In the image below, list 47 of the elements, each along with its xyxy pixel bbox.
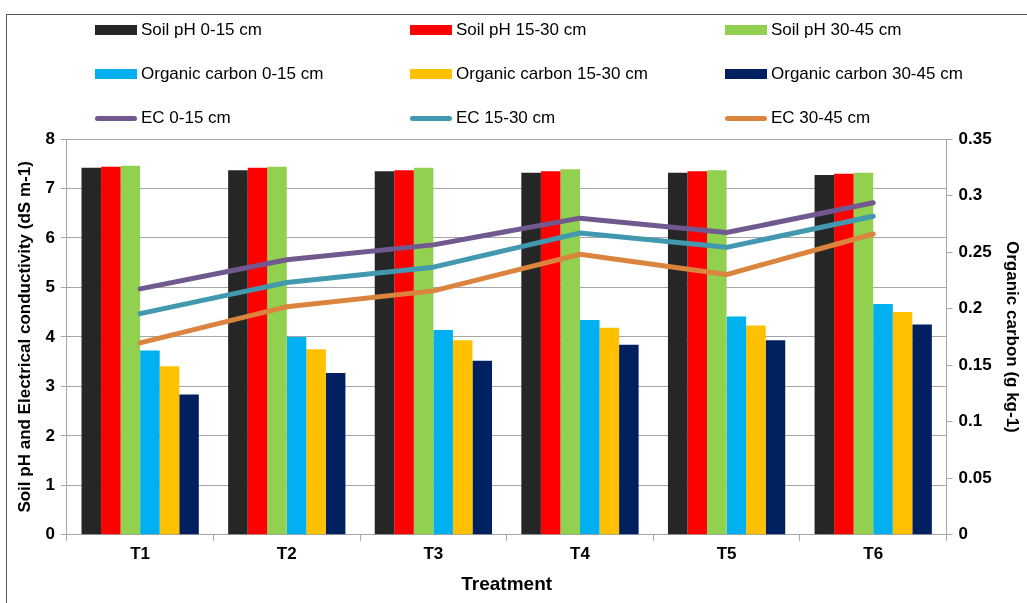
legend-label: Organic carbon 30-45 cm [771, 64, 963, 84]
y-tick-label: 1 [45, 475, 55, 495]
y2-tick-label: 0.05 [958, 467, 992, 487]
x-tick-label: T2 [276, 543, 297, 563]
y2-tick-label: 0.2 [958, 298, 983, 318]
y-tick-label: 6 [45, 227, 55, 247]
legend-label: Soil pH 30-45 cm [771, 20, 902, 40]
y-tick-label: 2 [45, 425, 55, 445]
x-tick-label: T4 [570, 543, 591, 563]
bar [452, 340, 473, 535]
y-axis-title: Soil pH and Electrical conductivity (dS m-1) [14, 161, 34, 513]
y-tick-label: 4 [45, 326, 56, 346]
legend-label: EC 30-45 cm [771, 108, 871, 128]
bar [912, 324, 932, 535]
y2-tick-label: 0.1 [958, 411, 983, 431]
y2-tick-label: 0.3 [958, 185, 983, 205]
bar [325, 373, 346, 535]
legend-label: EC 0-15 cm [141, 108, 231, 128]
bar [472, 360, 493, 535]
legend-label: Soil pH 0-15 cm [141, 20, 262, 40]
bar [159, 366, 180, 535]
y2-tick-label: 0.15 [958, 354, 992, 374]
bar [599, 327, 620, 535]
legend-label: Organic carbon 15-30 cm [456, 64, 648, 84]
legend-label: Organic carbon 0-15 cm [141, 64, 324, 84]
y2-tick-label: 0.25 [958, 241, 992, 261]
bar [746, 325, 766, 535]
y2-tick-label: 0 [958, 524, 968, 544]
y-tick-label: 5 [45, 277, 55, 297]
legend-label: Soil pH 15-30 cm [456, 20, 587, 40]
y-tick-label: 7 [45, 178, 55, 198]
bar [306, 349, 326, 535]
bar [892, 312, 913, 535]
x-tick-label: T1 [130, 543, 151, 563]
x-tick-label: T3 [423, 543, 444, 563]
x-axis-title: Treatment [461, 572, 553, 594]
y2-tick-label: 0.35 [958, 128, 992, 148]
bar [765, 340, 786, 535]
y2-axis-title: Organic carbon (g kg-1) [1003, 241, 1023, 433]
legend-label: EC 15-30 cm [456, 108, 556, 128]
y-tick-label: 8 [45, 128, 55, 148]
x-tick-label: T5 [716, 543, 737, 563]
x-tick-label: T6 [863, 543, 884, 563]
y-tick-label: 3 [45, 376, 55, 396]
bar [179, 394, 199, 535]
bar [619, 344, 639, 535]
y-tick-label: 0 [45, 524, 55, 544]
